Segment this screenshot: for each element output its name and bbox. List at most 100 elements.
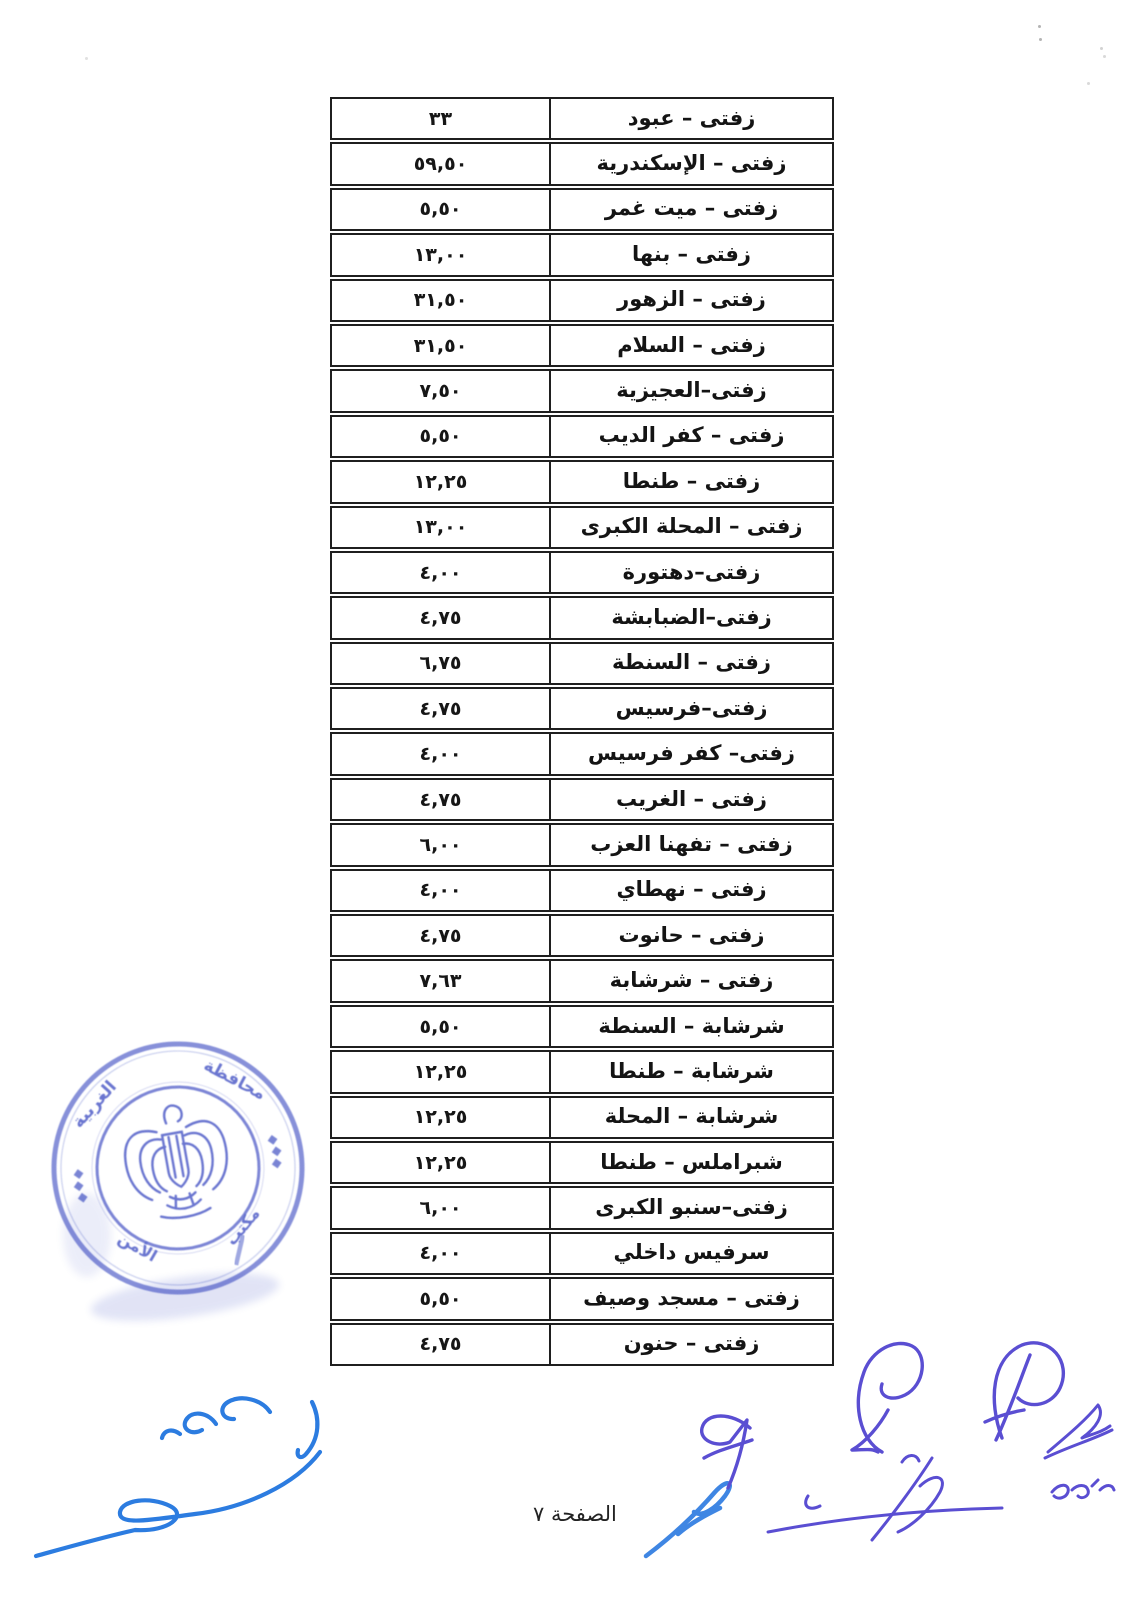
stamp-inner-ring bbox=[95, 1085, 261, 1251]
table-row: ٧,٦٣ زفتى – شرشابة bbox=[330, 959, 834, 1003]
route-cell: زفتى – شرشابة bbox=[609, 968, 774, 993]
fare-cell: ٣٣ bbox=[332, 99, 551, 139]
table-row: ٥,٥٠ زفتى – مسجد وصيف bbox=[330, 1277, 834, 1321]
route-cell: زفتى – مسجد وصيف bbox=[583, 1285, 800, 1310]
stamp-ornament bbox=[73, 1134, 282, 1203]
table-row: ٣١,٥٠ زفتى – الزهور bbox=[330, 278, 834, 322]
table-row: ١٢,٢٥ شبراملس – طنطا bbox=[330, 1140, 834, 1185]
route-cell: زفتى–فرسيس bbox=[615, 695, 768, 720]
fare-cell: ٣١,٥٠ bbox=[332, 325, 551, 366]
stamp-smudge bbox=[63, 1193, 111, 1277]
route-cell: زفتى – الغريب bbox=[616, 786, 767, 811]
stamp-outer-ring bbox=[51, 1041, 305, 1295]
route-cell: زفتى – كفر الديب bbox=[598, 423, 785, 448]
route-cell: زفتى – السلام bbox=[617, 332, 766, 357]
table-row: ٦,٠٠ زفتى – تفهنا العزب bbox=[330, 823, 834, 867]
approval-signature-left bbox=[33, 1396, 323, 1559]
table-row: ٤,٠٠ زفتى – نهطاي bbox=[330, 868, 834, 913]
fare-cell: ٤,٠٠ bbox=[332, 734, 551, 774]
signatures-cluster-right bbox=[643, 1341, 1116, 1559]
table-row: ٥,٥٠ شرشابة – السنطة bbox=[330, 1004, 834, 1049]
table-row: ٦,٧٥ زفتى – السنطة bbox=[330, 641, 834, 686]
fare-table: ٣٣ زفتى – عبود ٥٩,٥٠ زفتى – الإسكندرية ٥… bbox=[330, 97, 834, 1368]
fare-cell: ١٢,٢٥ bbox=[332, 1097, 551, 1137]
route-cell: زفتى–سنبو الكبرى bbox=[595, 1195, 788, 1220]
fare-cell: ٤,٠٠ bbox=[332, 552, 551, 593]
table-row: ٦,٠٠ زفتى–سنبو الكبرى bbox=[330, 1186, 834, 1230]
scan-speck bbox=[1100, 47, 1103, 50]
stamp-arc-bottom-word-2: الأمن bbox=[115, 1228, 161, 1265]
route-cell: شرشابة – المحلة bbox=[604, 1104, 779, 1129]
official-stamp: محافظة الغربية مكتب الأمن bbox=[51, 1041, 305, 1321]
table-row: ١٢,٢٥ شرشابة – طنطا bbox=[330, 1050, 834, 1094]
fare-cell: ١٣,٠٠ bbox=[332, 507, 551, 547]
scan-speck bbox=[1039, 38, 1042, 41]
fare-cell: ٤,٧٥ bbox=[332, 916, 551, 956]
table-row: ٤,٧٥ زفتى – الغريب bbox=[330, 777, 834, 822]
scan-speck bbox=[1038, 25, 1041, 28]
fare-cell: ٤,٧٥ bbox=[332, 598, 551, 638]
stamp-smudge bbox=[233, 1234, 246, 1266]
route-cell: شبراملس – طنطا bbox=[600, 1149, 783, 1174]
table-row: ١٣,٠٠ زفتى – المحلة الكبرى bbox=[330, 505, 834, 549]
route-cell: شرشابة – طنطا bbox=[609, 1058, 774, 1083]
table-row: ٤,٠٠ سرفيس داخلي bbox=[330, 1231, 834, 1276]
route-cell: زفتى – تفهنا العزب bbox=[590, 831, 793, 856]
table-row: ٤,٧٥ زفتى–الضبابشة bbox=[330, 596, 834, 640]
route-cell: زفتى – حانوت bbox=[618, 922, 765, 947]
table-row: ٥٩,٥٠ زفتى – الإسكندرية bbox=[330, 142, 834, 186]
stamp-smudge bbox=[90, 1273, 280, 1321]
route-cell: زفتى–دهتورة bbox=[622, 559, 761, 584]
fare-cell: ٥,٥٠ bbox=[332, 1279, 551, 1319]
stamp-arc-top-word-1: محافظة bbox=[200, 1055, 269, 1104]
route-cell: زفتى – بنها bbox=[632, 241, 751, 266]
fare-cell: ٦,٠٠ bbox=[332, 1188, 551, 1228]
fare-cell: ٥٩,٥٠ bbox=[332, 144, 551, 184]
fare-cell: ١٢,٢٥ bbox=[332, 1142, 551, 1183]
route-cell: زفتى – السنطة bbox=[612, 650, 771, 675]
table-row: ٥,٥٠ زفتى – ميت غمر bbox=[330, 187, 834, 232]
fare-cell: ٥,٥٠ bbox=[332, 1006, 551, 1047]
fare-cell: ٤,٠٠ bbox=[332, 870, 551, 911]
scan-speck bbox=[1103, 55, 1106, 58]
table-row: ٣١,٥٠ زفتى – السلام bbox=[330, 323, 834, 368]
fare-cell: ١٢,٢٥ bbox=[332, 1052, 551, 1092]
route-cell: زفتى – نهطاي bbox=[616, 877, 767, 902]
route-cell: زفتى – طنطا bbox=[622, 468, 761, 493]
route-cell: زفتى – الزهور bbox=[617, 287, 766, 312]
route-cell: زفتى – عبود bbox=[627, 105, 756, 130]
fare-cell: ٣١,٥٠ bbox=[332, 280, 551, 320]
route-cell: زفتى – ميت غمر bbox=[604, 196, 779, 221]
fare-cell: ٤,٧٥ bbox=[332, 689, 551, 729]
eagle-emblem-icon bbox=[123, 1104, 228, 1220]
fare-cell: ١٢,٢٥ bbox=[332, 462, 551, 502]
route-cell: زفتى – الإسكندرية bbox=[596, 151, 787, 176]
signature-violet-group bbox=[700, 1341, 1116, 1542]
table-row: ٥,٥٠ زفتى – كفر الديب bbox=[330, 414, 834, 459]
fare-cell: ٤,٧٥ bbox=[332, 779, 551, 820]
fare-cell: ٦,٧٥ bbox=[332, 643, 551, 684]
fare-cell: ٦,٠٠ bbox=[332, 825, 551, 865]
stamp-inner-ring-echo bbox=[91, 1081, 265, 1255]
route-cell: سرفيس داخلي bbox=[613, 1240, 770, 1265]
fare-cell: ٤,٧٥ bbox=[332, 1324, 551, 1364]
table-row: ١٢,٢٥ شرشابة – المحلة bbox=[330, 1095, 834, 1139]
signature-light-blue bbox=[643, 1481, 732, 1559]
table-row: ٣٣ زفتى – عبود bbox=[330, 97, 834, 141]
table-row: ١٢,٢٥ زفتى – طنطا bbox=[330, 460, 834, 504]
route-cell: زفتى– كفر فرسيس bbox=[588, 741, 795, 766]
route-cell: زفتى – حنون bbox=[623, 1331, 760, 1356]
route-cell: زفتى–العجيزية bbox=[616, 378, 767, 403]
fare-cell: ٥,٥٠ bbox=[332, 416, 551, 457]
scan-speck bbox=[1087, 82, 1090, 85]
route-cell: زفتى–الضبابشة bbox=[611, 604, 772, 629]
table-row: ١٣,٠٠ زفتى – بنها bbox=[330, 233, 834, 277]
table-row: ٤,٧٥ زفتى – حانوت bbox=[330, 914, 834, 958]
table-row: ٤,٠٠ زفتى– كفر فرسيس bbox=[330, 732, 834, 776]
table-row: ٧,٥٠ زفتى–العجيزية bbox=[330, 369, 834, 413]
fare-cell: ٧,٦٣ bbox=[332, 961, 551, 1001]
table-row: ٤,٧٥ زفتى – حنون bbox=[330, 1322, 834, 1366]
fare-cell: ٥,٥٠ bbox=[332, 189, 551, 230]
route-cell: زفتى – المحلة الكبرى bbox=[580, 514, 803, 539]
